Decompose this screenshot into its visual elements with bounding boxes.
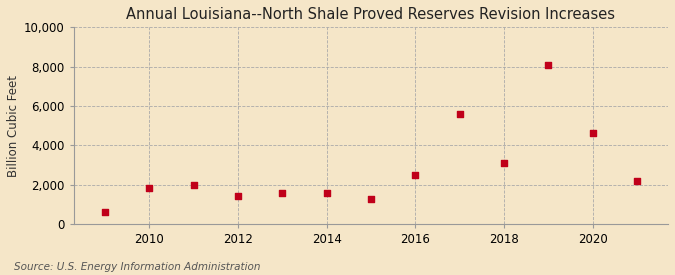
Text: Source: U.S. Energy Information Administration: Source: U.S. Energy Information Administ…: [14, 262, 260, 272]
Y-axis label: Billion Cubic Feet: Billion Cubic Feet: [7, 75, 20, 177]
Point: [233, 194, 244, 199]
Point: [144, 185, 155, 190]
Title: Annual Louisiana--North Shale Proved Reserves Revision Increases: Annual Louisiana--North Shale Proved Res…: [126, 7, 616, 22]
Point: [410, 173, 421, 177]
Point: [188, 183, 199, 187]
Point: [543, 62, 554, 67]
Point: [499, 161, 510, 165]
Point: [366, 197, 377, 202]
Point: [587, 130, 598, 135]
Point: [321, 190, 332, 195]
Point: [632, 178, 643, 183]
Point: [277, 190, 288, 195]
Point: [99, 210, 110, 214]
Point: [454, 112, 465, 116]
